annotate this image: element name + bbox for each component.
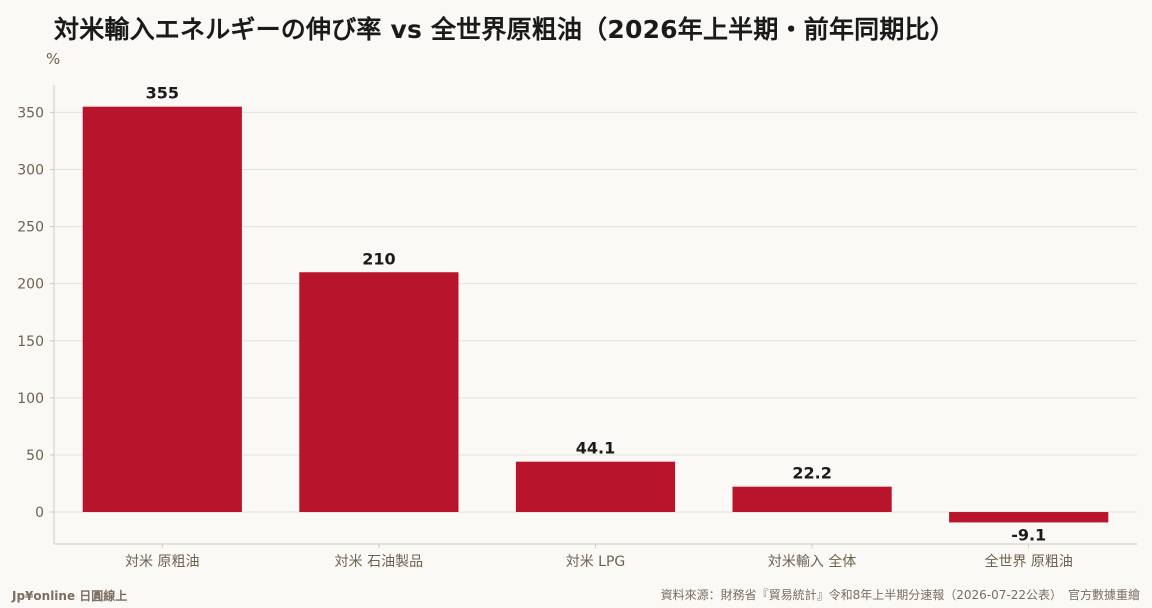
bar-value-label: 44.1 — [576, 439, 615, 458]
x-tick-label: 対米 原粗油 — [125, 554, 199, 570]
y-tick-label: 200 — [17, 277, 44, 293]
bar-value-label: -9.1 — [1011, 525, 1046, 544]
bar — [299, 272, 459, 513]
x-tick-label: 対米 LPG — [566, 554, 626, 570]
y-tick-label: 100 — [17, 391, 44, 407]
y-tick-label: 0 — [35, 505, 44, 521]
bar — [82, 106, 242, 513]
bar-value-label: 22.2 — [792, 464, 831, 483]
bar-value-label: 355 — [146, 84, 179, 103]
bar — [732, 486, 892, 513]
bar — [515, 461, 676, 513]
y-tick-label: 350 — [17, 105, 44, 121]
y-tick-label: 150 — [17, 334, 44, 350]
y-tick-label: 300 — [17, 162, 44, 178]
y-tick-label: 250 — [17, 220, 44, 236]
brand-logo-text: Jp¥online 日圓線上 — [12, 589, 128, 603]
x-tick-label: 全世界 原粗油 — [984, 553, 1072, 570]
x-tick-label: 対米輸入 全体 — [768, 553, 856, 570]
y-axis-unit-label: % — [46, 50, 60, 68]
x-tick-label: 対米 石油製品 — [335, 554, 423, 570]
bar-value-label: 210 — [362, 249, 395, 268]
source-note: 資料來源：財務省『貿易統計』令和8年上半期分速報（2026-07-22公表） 官… — [660, 588, 1140, 602]
y-tick-label: 50 — [26, 448, 44, 464]
chart-title: 対米輸入エネルギーの伸び率 vs 全世界原粗油（2026年上半期・前年同期比） — [54, 15, 955, 44]
bar — [949, 512, 1109, 523]
